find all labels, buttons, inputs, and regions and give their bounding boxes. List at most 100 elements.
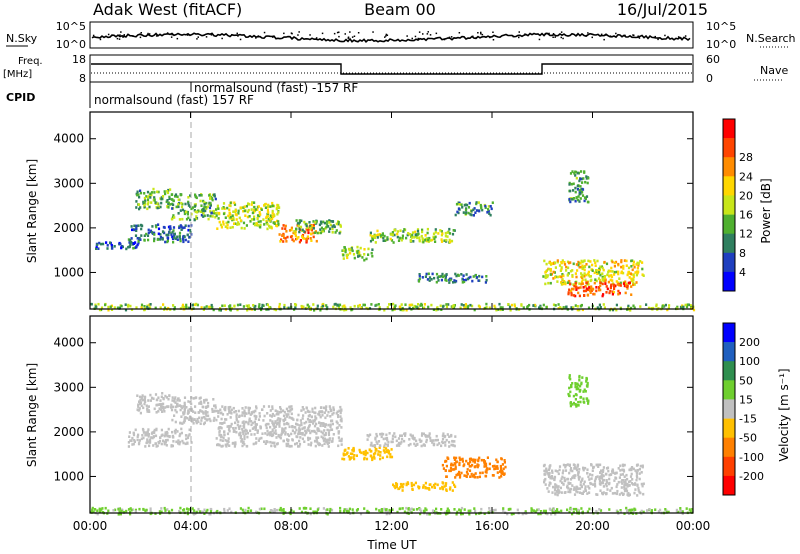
velocity-echo-cell (189, 401, 192, 404)
power-echo-cell (196, 210, 199, 214)
power-echo-cell (632, 260, 635, 264)
power-echo-cell (177, 203, 180, 206)
velocity-echo-cell (254, 409, 257, 413)
power-echo-cell (177, 205, 180, 209)
power-echo-cell (245, 224, 248, 227)
velocity-echo-cell (445, 512, 448, 516)
power-echo-cell (268, 224, 271, 228)
power-echo-cell (418, 274, 421, 278)
velocity-colorbar-segment (723, 380, 735, 400)
velocity-echo-cell (469, 509, 472, 513)
x-axis-label: Time UT (366, 538, 417, 552)
power-echo-cell (231, 214, 234, 217)
velocity-echo-cell (577, 404, 580, 407)
power-echo-cell (580, 188, 583, 191)
power-echo-cell (308, 305, 311, 309)
velocity-echo-cell (180, 431, 183, 435)
velocity-echo-cell (605, 479, 608, 482)
power-echo-cell (576, 184, 579, 188)
velocity-echo-cell (343, 508, 346, 511)
power-echo-cell (611, 260, 614, 264)
velocity-echo-cell (484, 474, 487, 478)
power-echo-cell (494, 306, 497, 310)
power-echo-cell (300, 304, 303, 308)
velocity-echo-cell (627, 509, 630, 512)
velocity-echo-cell (192, 410, 195, 413)
power-echo-cell (572, 294, 575, 297)
power-echo-cell (490, 207, 493, 211)
power-echo-cell (260, 306, 263, 309)
velocity-echo-cell (164, 441, 167, 444)
power-echo-cell (323, 221, 326, 225)
velocity-echo-cell (276, 508, 279, 512)
power-echo-cell (258, 306, 261, 310)
velocity-echo-cell (499, 464, 502, 468)
velocity-echo-cell (192, 397, 195, 400)
power-echo-cell (465, 273, 468, 276)
power-echo-cell (579, 177, 582, 181)
power-echo-cell (471, 279, 474, 283)
power-echo-cell (374, 241, 377, 244)
velocity-echo-cell (309, 443, 312, 447)
velocity-echo-cell (278, 411, 281, 414)
velocity-echo-cell (174, 405, 177, 409)
power-echo-cell (601, 282, 604, 286)
power-echo-cell (507, 303, 510, 306)
velocity-echo-cell (194, 411, 197, 414)
power-echo-cell (599, 273, 602, 277)
velocity-echo-cell (476, 465, 479, 469)
power-echo-cell (466, 203, 469, 207)
power-echo-cell (627, 306, 630, 309)
power-echo-cell (561, 259, 564, 262)
power-echo-cell (578, 294, 581, 298)
velocity-echo-cell (325, 405, 328, 408)
power-ytick-label: 1000 (53, 265, 84, 279)
power-echo-cell (139, 189, 142, 193)
power-echo-cell (167, 225, 171, 229)
velocity-echo-cell (409, 442, 412, 446)
velocity-echo-cell (554, 483, 557, 486)
velocity-echo-cell (303, 440, 306, 443)
velocity-echo-cell (345, 452, 349, 455)
velocity-echo-cell (286, 438, 289, 441)
velocity-echo-cell (253, 420, 256, 424)
power-echo-cell (126, 305, 130, 308)
velocity-echo-cell (287, 422, 290, 426)
power-echo-cell (618, 277, 621, 280)
velocity-echo-cell (155, 411, 158, 414)
power-echo-cell (144, 199, 147, 203)
velocity-echo-cell (438, 442, 441, 445)
velocity-echo-cell (465, 459, 468, 463)
noise-search-dot (170, 36, 173, 38)
velocity-echo-cell (273, 509, 277, 513)
power-echo-cell (585, 281, 588, 285)
velocity-echo-cell (99, 509, 102, 513)
velocity-echo-cell (160, 402, 163, 406)
power-echo-cell (210, 211, 213, 215)
velocity-echo-cell (472, 458, 475, 461)
power-echo-cell (162, 230, 165, 234)
velocity-echo-cell (160, 404, 163, 408)
noise-search-dot (336, 31, 339, 34)
power-echo-cell (191, 303, 194, 307)
power-echo-cell (370, 251, 373, 255)
velocity-echo-cell (183, 401, 186, 405)
velocity-echo-cell (280, 410, 283, 414)
noise-left-tick-top: 10^5 (56, 20, 86, 33)
velocity-colorbar-segment (723, 323, 735, 343)
nave-label: Nave (760, 64, 788, 77)
velocity-echo-cell (609, 473, 612, 476)
velocity-echo-cell (379, 510, 382, 514)
power-echo-cell (284, 224, 287, 228)
velocity-echo-cell (382, 437, 385, 441)
power-echo-cell (141, 224, 144, 228)
velocity-echo-cell (562, 482, 565, 486)
power-echo-cell (392, 302, 395, 306)
velocity-echo-cell (627, 492, 630, 495)
velocity-echo-cell (573, 486, 576, 489)
velocity-echo-cell (444, 444, 447, 447)
power-echo-cell (222, 206, 225, 209)
power-echo-cell (401, 234, 404, 238)
velocity-echo-cell (174, 420, 177, 424)
velocity-echo-cell (435, 507, 438, 511)
